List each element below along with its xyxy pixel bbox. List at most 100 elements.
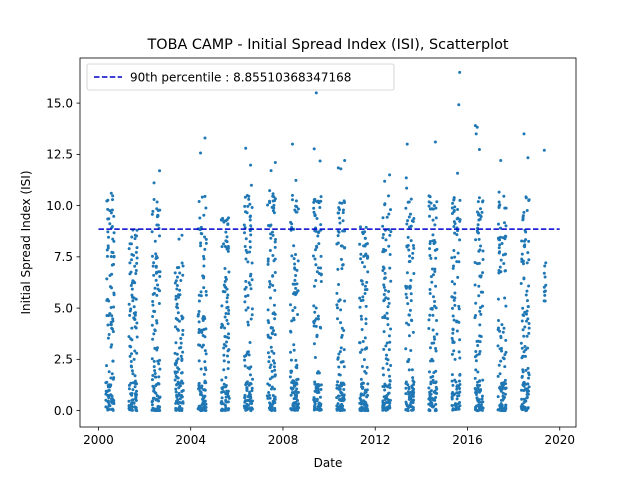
data-point <box>500 382 504 386</box>
data-point <box>104 389 108 393</box>
data-point <box>427 326 431 330</box>
data-point <box>127 399 131 403</box>
data-point <box>199 407 203 411</box>
data-point <box>131 299 135 303</box>
data-point <box>520 346 524 350</box>
data-point <box>220 396 224 400</box>
data-point <box>106 207 110 211</box>
data-point <box>151 406 155 410</box>
data-point <box>338 298 342 302</box>
data-point <box>478 217 482 221</box>
data-point <box>295 407 299 411</box>
data-point <box>455 384 459 388</box>
data-point <box>432 204 436 208</box>
data-point <box>129 307 133 311</box>
data-point <box>246 350 250 354</box>
data-point <box>266 262 270 266</box>
data-point <box>271 230 274 234</box>
data-point <box>406 302 410 306</box>
data-point <box>150 403 154 407</box>
data-point <box>338 350 342 354</box>
data-point <box>526 251 530 255</box>
data-point <box>480 406 484 410</box>
data-point <box>177 237 181 241</box>
data-point <box>220 378 224 382</box>
data-point <box>109 376 113 380</box>
data-point <box>313 404 317 408</box>
data-point <box>337 387 341 391</box>
data-point <box>358 242 362 246</box>
data-point <box>381 216 385 220</box>
data-point <box>411 388 415 392</box>
data-point <box>273 387 276 391</box>
data-point <box>248 390 252 394</box>
data-point <box>543 293 547 297</box>
data-point <box>267 360 271 364</box>
data-point <box>360 364 364 368</box>
data-point <box>453 205 457 209</box>
data-point <box>339 381 343 385</box>
data-point <box>337 398 341 401</box>
data-point <box>319 195 323 199</box>
data-point <box>247 281 251 285</box>
data-point <box>503 365 507 369</box>
data-point <box>243 245 247 249</box>
data-point <box>289 407 293 411</box>
data-point <box>202 264 206 268</box>
data-point <box>524 348 528 352</box>
data-point <box>157 362 161 366</box>
data-point <box>105 380 109 384</box>
data-point <box>292 348 296 352</box>
data-point <box>107 332 111 336</box>
data-point <box>108 222 112 226</box>
data-point <box>387 301 391 305</box>
data-point <box>292 244 296 248</box>
data-point <box>383 202 387 206</box>
data-point <box>246 320 250 324</box>
data-point <box>250 307 254 311</box>
data-point <box>435 200 439 204</box>
data-point <box>409 278 413 282</box>
data-point <box>503 353 507 357</box>
data-point <box>292 257 296 261</box>
data-point <box>155 256 159 260</box>
data-point <box>181 333 185 337</box>
data-point <box>337 365 341 369</box>
data-point <box>150 254 154 258</box>
data-point <box>457 307 461 311</box>
data-point <box>451 331 455 335</box>
data-point <box>158 367 162 371</box>
data-point <box>128 344 132 348</box>
data-point <box>108 312 112 316</box>
data-point <box>481 249 485 253</box>
data-point <box>197 359 201 363</box>
data-point <box>502 326 506 330</box>
data-point <box>319 279 323 283</box>
data-point <box>473 283 477 287</box>
data-point <box>478 309 482 313</box>
data-point <box>501 253 505 257</box>
data-point <box>270 331 274 335</box>
legend: 90th percentile : 8.85510368347168 <box>86 63 395 91</box>
data-point <box>313 356 317 360</box>
data-point <box>405 222 409 226</box>
data-point <box>458 70 462 74</box>
data-point <box>457 379 461 383</box>
data-point <box>478 379 482 383</box>
data-point <box>359 252 363 256</box>
data-point <box>431 218 435 222</box>
data-point <box>203 247 207 251</box>
data-point <box>499 270 503 274</box>
data-point <box>268 279 272 283</box>
data-point <box>388 374 392 378</box>
data-point <box>428 291 432 295</box>
data-point <box>179 345 183 349</box>
data-point <box>366 255 370 259</box>
data-point <box>451 327 455 331</box>
data-point <box>179 381 183 385</box>
data-point <box>388 173 392 177</box>
data-point <box>477 405 481 409</box>
data-point <box>296 259 300 263</box>
data-point <box>112 305 116 309</box>
data-point <box>336 267 340 271</box>
